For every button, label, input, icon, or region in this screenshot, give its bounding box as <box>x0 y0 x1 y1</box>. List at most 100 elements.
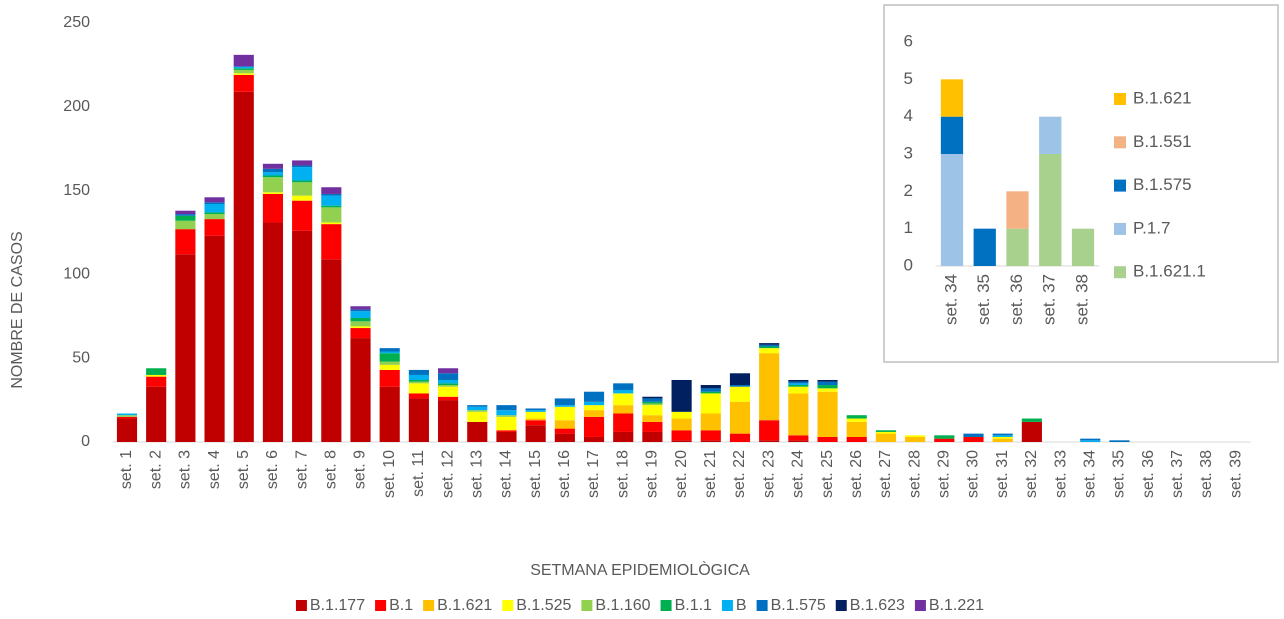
bar-segment <box>525 418 546 421</box>
x-tick-label: set. 37 <box>1040 274 1059 325</box>
bar-segment <box>817 381 838 386</box>
bar-segment <box>525 408 546 411</box>
bar-segment <box>233 73 254 75</box>
bar-segment <box>940 154 964 266</box>
bar-segment <box>700 393 721 414</box>
bar-segment <box>292 230 313 442</box>
bar-segment <box>671 379 692 412</box>
bar-segment <box>759 344 780 347</box>
bar-segment <box>116 416 138 419</box>
bar-segment <box>175 254 196 442</box>
x-tick-label: set. 1 <box>118 450 135 489</box>
bar-segment <box>940 116 964 154</box>
y-tick-label: 0 <box>81 433 90 450</box>
bar-segment <box>613 383 634 391</box>
bar-segment <box>700 391 721 394</box>
bar-segment <box>321 195 342 206</box>
bar-segment <box>262 175 284 178</box>
bar-segment <box>408 379 429 382</box>
legend-label: B.1.551 <box>1133 132 1192 151</box>
x-tick-label: set. 13 <box>468 450 485 498</box>
bar-segment <box>613 393 634 406</box>
bar-segment <box>292 167 313 181</box>
bar-segment <box>875 433 896 442</box>
legend-swatch <box>375 600 387 611</box>
bar-segment <box>817 379 838 382</box>
bar-segment <box>496 415 517 417</box>
x-tick-label: set. 27 <box>877 450 894 498</box>
x-tick-label: set. 34 <box>1081 450 1098 498</box>
x-tick-label: set. 34 <box>941 274 960 325</box>
bar-segment <box>379 369 400 387</box>
bar-segment <box>729 433 751 442</box>
x-tick-label: set. 16 <box>556 450 573 498</box>
bar-segment <box>467 406 488 411</box>
bar-segment <box>759 348 780 354</box>
bar-segment <box>321 222 342 225</box>
bar-segment <box>379 348 400 352</box>
x-tick-label: set. 21 <box>702 450 719 498</box>
x-tick-label: set. 8 <box>323 450 340 489</box>
bar-segment <box>292 180 313 183</box>
bar-segment <box>233 68 254 70</box>
y-tick-label: 100 <box>63 266 90 283</box>
bar-segment <box>963 436 984 442</box>
bar-segment <box>204 235 225 442</box>
bar-segment <box>321 205 342 208</box>
bar-segment <box>1021 421 1042 442</box>
bar-segment <box>116 415 138 417</box>
bar-segment <box>321 259 342 442</box>
bar-segment <box>146 368 167 375</box>
legend-swatch <box>914 600 926 611</box>
x-tick-label: set. 25 <box>819 450 836 498</box>
bar-segment <box>262 222 284 442</box>
legend-swatch <box>756 600 768 611</box>
bar-segment <box>116 413 138 416</box>
bar-segment <box>438 396 459 401</box>
bar-segment <box>146 374 167 377</box>
x-tick-label: set. 33 <box>1052 450 1069 498</box>
bar-segment <box>671 440 692 442</box>
y-axis-title: NOMBRE DE CASOS <box>9 231 26 388</box>
bar-segment <box>321 187 342 194</box>
legend-label: B.1 <box>389 597 413 614</box>
bar-segment <box>175 215 196 221</box>
bar-segment <box>496 430 517 432</box>
bar-segment <box>934 435 955 439</box>
bar-segment <box>350 326 371 329</box>
bar-segment <box>642 401 663 404</box>
bar-segment <box>379 364 400 370</box>
bar-segment <box>467 410 488 412</box>
bar-segment <box>408 374 429 380</box>
bar-segment <box>846 415 867 419</box>
bar-segment <box>1021 418 1042 422</box>
bar-segment <box>350 309 371 312</box>
bar-segment <box>496 405 517 411</box>
bar-segment <box>204 204 225 213</box>
bar-segment <box>992 438 1013 442</box>
bar-segment <box>875 431 896 434</box>
x-axis-title: SETMANA EPIDEMIOLÒGICA <box>530 560 750 579</box>
bar-segment <box>438 373 459 380</box>
legend-label: B.1.575 <box>771 597 826 614</box>
bar-segment <box>408 369 429 375</box>
bar-segment <box>292 200 313 231</box>
inset-chart: 0 1 2 3 4 5 6 set. 34 set. 35 set. 36 set. 37 set. … <box>904 31 1206 325</box>
legend-label: B.1.621 <box>437 597 492 614</box>
bar-segment <box>817 436 838 442</box>
bar-segment <box>642 396 663 399</box>
bar-segment <box>700 440 721 442</box>
x-tick-label: set. 32 <box>1023 450 1040 498</box>
bar-segment <box>671 418 692 431</box>
bar-segment <box>204 202 225 205</box>
x-tick-label: set. 5 <box>235 450 252 489</box>
bar-segment <box>175 229 196 255</box>
bar-segment <box>963 433 984 437</box>
y-tick-label: 4 <box>904 106 913 125</box>
bar-segment <box>146 376 167 387</box>
x-tick-label: set. 30 <box>965 450 982 498</box>
bar-segment <box>204 197 225 203</box>
bar-segment <box>262 163 284 169</box>
bar-segment <box>438 383 459 386</box>
